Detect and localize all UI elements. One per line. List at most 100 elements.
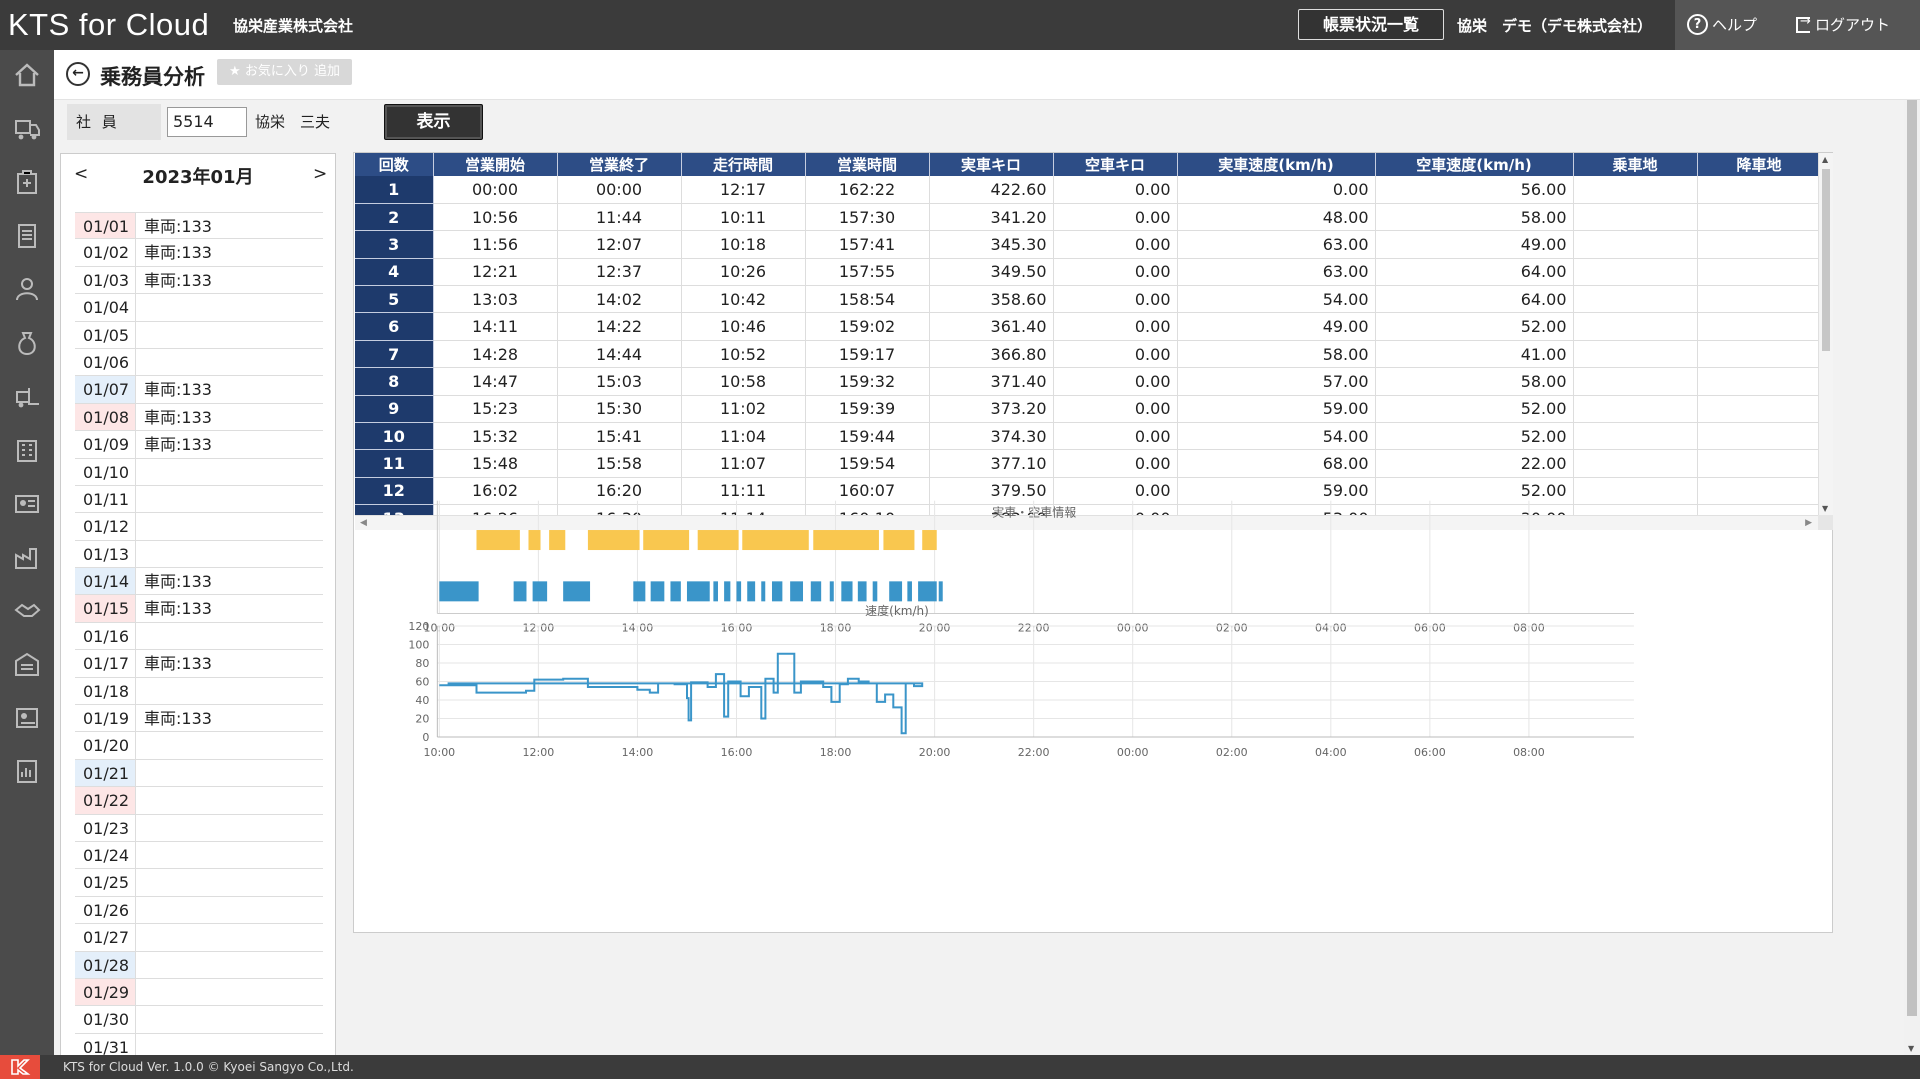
calendar-day-row[interactable]: 01/28 [75,951,323,979]
calendar-day-row[interactable]: 01/13 [75,540,323,569]
column-header[interactable]: 空車キロ [1053,153,1178,176]
calendar-day-row[interactable]: 01/16 [75,622,323,651]
calendar-day-row[interactable]: 01/04 [75,294,323,322]
table-cell: 374.30 [929,422,1054,451]
column-header[interactable]: 実車速度(km/h) [1177,153,1376,176]
report-status-button[interactable]: 帳票状況一覧 [1298,9,1444,40]
table-row[interactable]: 10 15:32 15:41 11:04 159:44 374.30 0.00 54.00 52… [355,422,1818,451]
column-header[interactable]: 降車地 [1697,153,1818,176]
table-row[interactable]: 1316:2616:3011:14160:10382.000.0053.0030… [355,504,1818,515]
page-scrollbar[interactable]: ▼ [1904,100,1920,1055]
document-icon[interactable] [12,221,42,251]
money-bag-icon[interactable] [12,328,42,358]
table-row[interactable]: 3 11:56 12:07 10:18 157:41 345.30 0.00 63.00 49.… [355,230,1818,259]
table-horizontal-scrollbar[interactable]: ◀ ▶ [355,515,1818,530]
calendar-day-row[interactable]: 01/14 車両:133 [75,568,323,596]
row-number: 2 [355,203,434,232]
scroll-left-icon[interactable]: ◀ [360,518,367,528]
calendar-vehicle [136,678,144,704]
page-scroll-down-icon[interactable]: ▼ [1908,1044,1915,1053]
row-number: 11 [355,449,434,478]
calendar-day-row[interactable]: 01/20 [75,732,323,760]
calendar-day-row[interactable]: 01/03 車両:133 [75,266,323,295]
medical-check-icon[interactable] [12,167,42,197]
table-row[interactable]: 8 14:47 15:03 10:58 159:32 371.40 0.00 57.00 58.… [355,367,1818,396]
column-header[interactable]: 走行時間 [681,153,806,176]
factory-icon[interactable] [12,542,42,572]
help-link[interactable]: ? ヘルプ [1687,14,1757,35]
truck-list-icon[interactable] [12,114,42,144]
calendar-day-row[interactable]: 01/15 車両:133 [75,595,323,623]
column-header[interactable]: 実車キロ [929,153,1054,176]
calendar-day-row[interactable]: 01/09 車両:133 [75,431,323,459]
trip-table-container[interactable]: 回数 営業開始 営業終了 走行時間 営業時間 実車キロ 空車キロ 実車速度(km/h) 空車速度… [355,153,1818,515]
table-scroll-thumb[interactable] [1822,169,1830,351]
prev-month-button[interactable]: < [74,164,89,184]
calendar-day-row[interactable]: 01/11 [75,485,323,514]
table-row[interactable]: 5 13:03 14:02 10:42 158:54 358.60 0.00 54.00 64.… [355,285,1818,314]
scroll-right-icon[interactable]: ▶ [1805,518,1812,528]
forklift-icon[interactable] [12,381,42,411]
calendar-day-row[interactable]: 01/23 [75,814,323,842]
calendar-day-row[interactable]: 01/30 [75,1006,323,1034]
calendar-day-row[interactable]: 01/17 車両:133 [75,650,323,678]
home-icon[interactable] [12,60,42,90]
scroll-up-icon[interactable]: ▲ [1822,155,1829,164]
table-cell: 12:17 [681,176,806,204]
column-header[interactable]: 回数 [355,153,434,176]
column-header[interactable]: 営業開始 [433,153,558,176]
calendar-day-row[interactable]: 01/31 [75,1033,323,1055]
back-icon[interactable]: ← [66,62,90,86]
calendar-day-row[interactable]: 01/07 車両:133 [75,376,323,404]
calendar-day-row[interactable]: 01/02 車両:133 [75,239,323,267]
column-header[interactable]: 営業時間 [805,153,930,176]
calendar-day-row[interactable]: 01/22 [75,787,323,815]
calendar-day-row[interactable]: 01/21 [75,759,323,788]
calendar-date: 01/23 [75,814,136,841]
calendar-day-row[interactable]: 01/26 [75,896,323,925]
id-card-icon[interactable] [12,702,42,732]
worker-icon[interactable] [12,274,42,304]
table-row[interactable]: 2 10:56 11:44 10:11 157:30 341.20 0.00 48.00 58.… [355,203,1818,232]
column-header[interactable]: 営業終了 [557,153,682,176]
table-cell: 54.00 [1177,285,1376,314]
building-icon[interactable] [12,435,42,465]
table-cell [1697,176,1818,204]
table-row[interactable]: 6 14:11 14:22 10:46 159:02 361.40 0.00 49.00 52.… [355,312,1818,341]
table-vertical-scrollbar[interactable]: ▲ ▼ [1818,153,1833,515]
calendar-day-row[interactable]: 01/18 [75,677,323,706]
column-header[interactable]: 空車速度(km/h) [1375,153,1574,176]
calendar-day-row[interactable]: 01/06 [75,348,323,377]
calendar-day-row[interactable]: 01/08 車両:133 [75,403,323,432]
next-month-button[interactable]: > [313,164,328,184]
column-header[interactable]: 乗車地 [1573,153,1698,176]
employee-id-input[interactable]: 5514 [167,107,247,137]
table-row[interactable]: 4 12:21 12:37 10:26 157:55 349.50 0.00 63.00 64.… [355,258,1818,287]
report-icon[interactable] [12,756,42,786]
table-cell: 12:07 [557,230,682,259]
calendar-day-row[interactable]: 01/24 [75,841,323,870]
staff-card-icon[interactable] [12,488,42,518]
page-scroll-thumb[interactable] [1907,100,1917,1016]
add-favorite-button[interactable]: ★ お気に入り 追加 [217,59,352,85]
calendar-day-row[interactable]: 01/25 [75,869,323,897]
calendar-day-row[interactable]: 01/12 [75,513,323,541]
table-row[interactable]: 1 00:00 00:00 12:17 162:22 422.60 0.00 0.00 56.0… [355,176,1818,204]
scroll-down-icon[interactable]: ▼ [1822,504,1829,513]
table-row[interactable]: 11 15:48 15:58 11:07 159:54 377.10 0.00 68.00 22… [355,449,1818,478]
calendar-day-row[interactable]: 01/29 [75,978,323,1007]
table-row[interactable]: 12 16:02 16:20 11:11 160:07 379.50 0.00 59.00 52… [355,477,1818,506]
calendar-day-row[interactable]: 01/10 [75,458,323,486]
show-button[interactable]: 表示 [384,104,483,140]
table-row[interactable]: 9 15:23 15:30 11:02 159:39 373.20 0.00 59.00 52.… [355,395,1818,424]
handshake-icon[interactable] [12,595,42,625]
calendar-day-row[interactable]: 01/19 車両:133 [75,705,323,733]
brand-logo[interactable]: KTS for Cloud [8,7,210,42]
logout-link[interactable]: ログアウト [1796,14,1890,35]
warehouse-icon[interactable] [12,649,42,679]
calendar-day-row[interactable]: 01/01 車両:133 [75,212,323,240]
calendar-day-row[interactable]: 01/05 [75,321,323,349]
calendar-day-row[interactable]: 01/27 [75,924,323,952]
table-row[interactable]: 7 14:28 14:44 10:52 159:17 366.80 0.00 58.00 41.… [355,340,1818,369]
calendar-date: 01/07 [75,376,136,403]
